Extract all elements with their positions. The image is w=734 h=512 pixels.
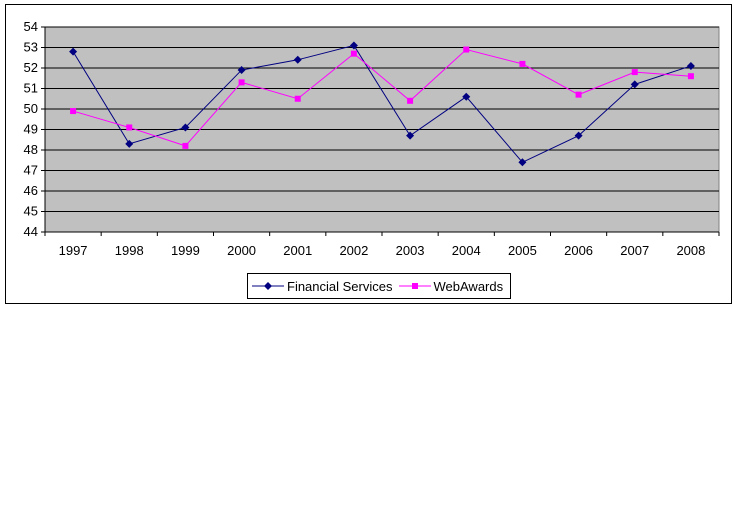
x-tick-label: 1999 — [171, 243, 200, 258]
chart-area: 44 45 46 47 48 49 50 51 52 53 54 1997 1998 1999 2000 20… — [5, 4, 732, 304]
data-point — [126, 124, 133, 131]
data-point — [463, 46, 470, 53]
x-tick-label: 1997 — [59, 243, 88, 258]
data-point — [182, 142, 189, 149]
y-tick-label: 54 — [24, 19, 38, 34]
y-tick-label: 53 — [24, 40, 38, 55]
data-point — [574, 131, 583, 140]
y-tick-label: 46 — [24, 183, 38, 198]
y-tick-label: 48 — [24, 142, 38, 157]
x-tick-label: 2002 — [339, 243, 368, 258]
data-point — [519, 60, 526, 67]
x-tick-label: 2000 — [227, 243, 256, 258]
data-point — [575, 91, 582, 98]
y-tick-label: 50 — [24, 101, 38, 116]
data-point — [687, 73, 694, 80]
y-tick-label: 45 — [24, 204, 38, 219]
series-line-webawards — [72, 48, 691, 147]
x-tick-label: 2005 — [508, 243, 537, 258]
x-tick-label: 2008 — [676, 243, 705, 258]
series-financial-services — [69, 41, 695, 167]
data-point — [294, 95, 301, 102]
legend-label: WebAwards — [433, 278, 504, 294]
legend: Financial Services WebAwards — [247, 273, 511, 299]
data-point — [125, 139, 134, 148]
data-point — [69, 47, 78, 56]
y-tick-label: 51 — [24, 81, 38, 96]
data-point — [462, 92, 471, 101]
data-point — [630, 80, 639, 89]
data-point — [631, 69, 638, 76]
x-tick-label: 1998 — [115, 243, 144, 258]
diamond-marker-icon — [264, 282, 272, 290]
gridlines — [45, 26, 719, 212]
legend-entry-financial-services: Financial Services — [252, 279, 393, 294]
y-tick-label: 49 — [24, 122, 38, 137]
axes: 44 45 46 47 48 49 50 51 52 53 54 1997 1998 1999 2000 20… — [24, 19, 720, 258]
legend-swatch-webawards — [398, 283, 431, 289]
data-point — [686, 61, 695, 70]
square-marker-icon — [411, 283, 418, 289]
legend-label: Financial Services — [287, 278, 393, 294]
data-point — [293, 55, 302, 64]
legend-entry-webawards: WebAwards — [398, 278, 504, 294]
y-tick-label: 44 — [24, 224, 38, 239]
x-tick-label: 2003 — [396, 243, 425, 258]
x-tick-label: 2004 — [452, 243, 481, 258]
data-point — [407, 97, 414, 104]
data-point — [70, 108, 77, 115]
data-point — [238, 79, 245, 86]
series-webawards — [70, 46, 694, 149]
data-point — [406, 131, 415, 140]
x-tick-label: 2007 — [620, 243, 649, 258]
line-chart: 44 45 46 47 48 49 50 51 52 53 54 1997 1998 1999 2000 20… — [24, 19, 720, 258]
data-point — [349, 41, 358, 50]
data-point — [237, 66, 246, 75]
series-line-financial-services — [72, 44, 692, 163]
data-point — [350, 50, 357, 57]
data-point — [181, 123, 190, 132]
y-tick-label: 52 — [24, 60, 38, 75]
x-tick-label: 2001 — [283, 243, 312, 258]
y-tick-label: 47 — [24, 163, 38, 178]
legend-swatch-financial-services — [252, 282, 284, 290]
x-tick-label: 2006 — [564, 243, 593, 258]
data-point — [518, 158, 527, 167]
series-group — [69, 41, 695, 167]
